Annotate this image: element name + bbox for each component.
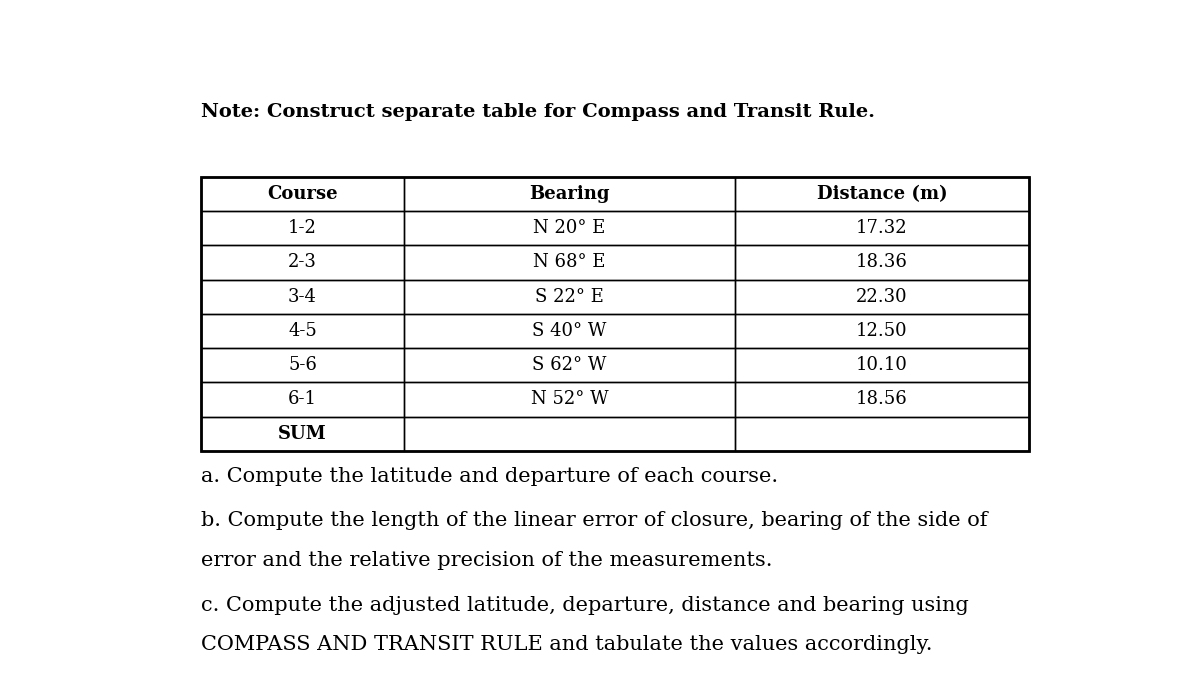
Text: 18.36: 18.36 <box>856 254 908 272</box>
Bar <box>404 417 736 451</box>
Bar <box>736 177 1028 211</box>
Bar <box>404 211 736 246</box>
Text: 5-6: 5-6 <box>288 356 317 374</box>
Text: b. Compute the length of the linear error of closure, bearing of the side of: b. Compute the length of the linear erro… <box>202 512 988 530</box>
Bar <box>736 246 1028 280</box>
Text: 6-1: 6-1 <box>288 391 317 408</box>
Bar <box>202 348 404 382</box>
Text: Course: Course <box>268 185 338 203</box>
Bar <box>202 280 404 314</box>
Bar <box>202 246 404 280</box>
Text: 4-5: 4-5 <box>288 322 317 340</box>
Text: COMPASS AND TRANSIT RULE and tabulate the values accordingly.: COMPASS AND TRANSIT RULE and tabulate th… <box>202 635 932 654</box>
Bar <box>404 246 736 280</box>
Bar <box>404 314 736 348</box>
Bar <box>202 177 1028 451</box>
Bar <box>736 417 1028 451</box>
Text: Bearing: Bearing <box>529 185 610 203</box>
Bar <box>404 348 736 382</box>
Text: N 68° E: N 68° E <box>533 254 606 272</box>
Text: 12.50: 12.50 <box>856 322 907 340</box>
Bar <box>202 314 404 348</box>
Text: a. Compute the latitude and departure of each course.: a. Compute the latitude and departure of… <box>202 466 779 486</box>
Text: SUM: SUM <box>278 425 326 443</box>
Bar <box>202 211 404 246</box>
Bar <box>202 417 404 451</box>
Bar <box>404 177 736 211</box>
Bar <box>202 382 404 417</box>
Bar <box>404 280 736 314</box>
Text: N 52° W: N 52° W <box>530 391 608 408</box>
Text: c. Compute the adjusted latitude, departure, distance and bearing using: c. Compute the adjusted latitude, depart… <box>202 596 968 615</box>
Text: 22.30: 22.30 <box>856 288 907 306</box>
Text: Note: Construct separate table for Compass and Transit Rule.: Note: Construct separate table for Compa… <box>202 103 875 121</box>
Bar <box>736 314 1028 348</box>
Bar <box>736 382 1028 417</box>
Bar <box>736 280 1028 314</box>
Text: S 62° W: S 62° W <box>533 356 607 374</box>
Text: 1-2: 1-2 <box>288 220 317 237</box>
Text: 10.10: 10.10 <box>856 356 908 374</box>
Text: Distance (m): Distance (m) <box>817 185 947 203</box>
Text: 18.56: 18.56 <box>856 391 908 408</box>
Text: 17.32: 17.32 <box>856 220 907 237</box>
Bar <box>404 382 736 417</box>
Text: S 22° E: S 22° E <box>535 288 604 306</box>
Text: N 20° E: N 20° E <box>533 220 606 237</box>
Bar <box>736 348 1028 382</box>
Bar <box>736 211 1028 246</box>
Text: S 40° W: S 40° W <box>533 322 607 340</box>
Text: error and the relative precision of the measurements.: error and the relative precision of the … <box>202 551 773 570</box>
Text: 3-4: 3-4 <box>288 288 317 306</box>
Bar <box>202 177 404 211</box>
Text: 2-3: 2-3 <box>288 254 317 272</box>
